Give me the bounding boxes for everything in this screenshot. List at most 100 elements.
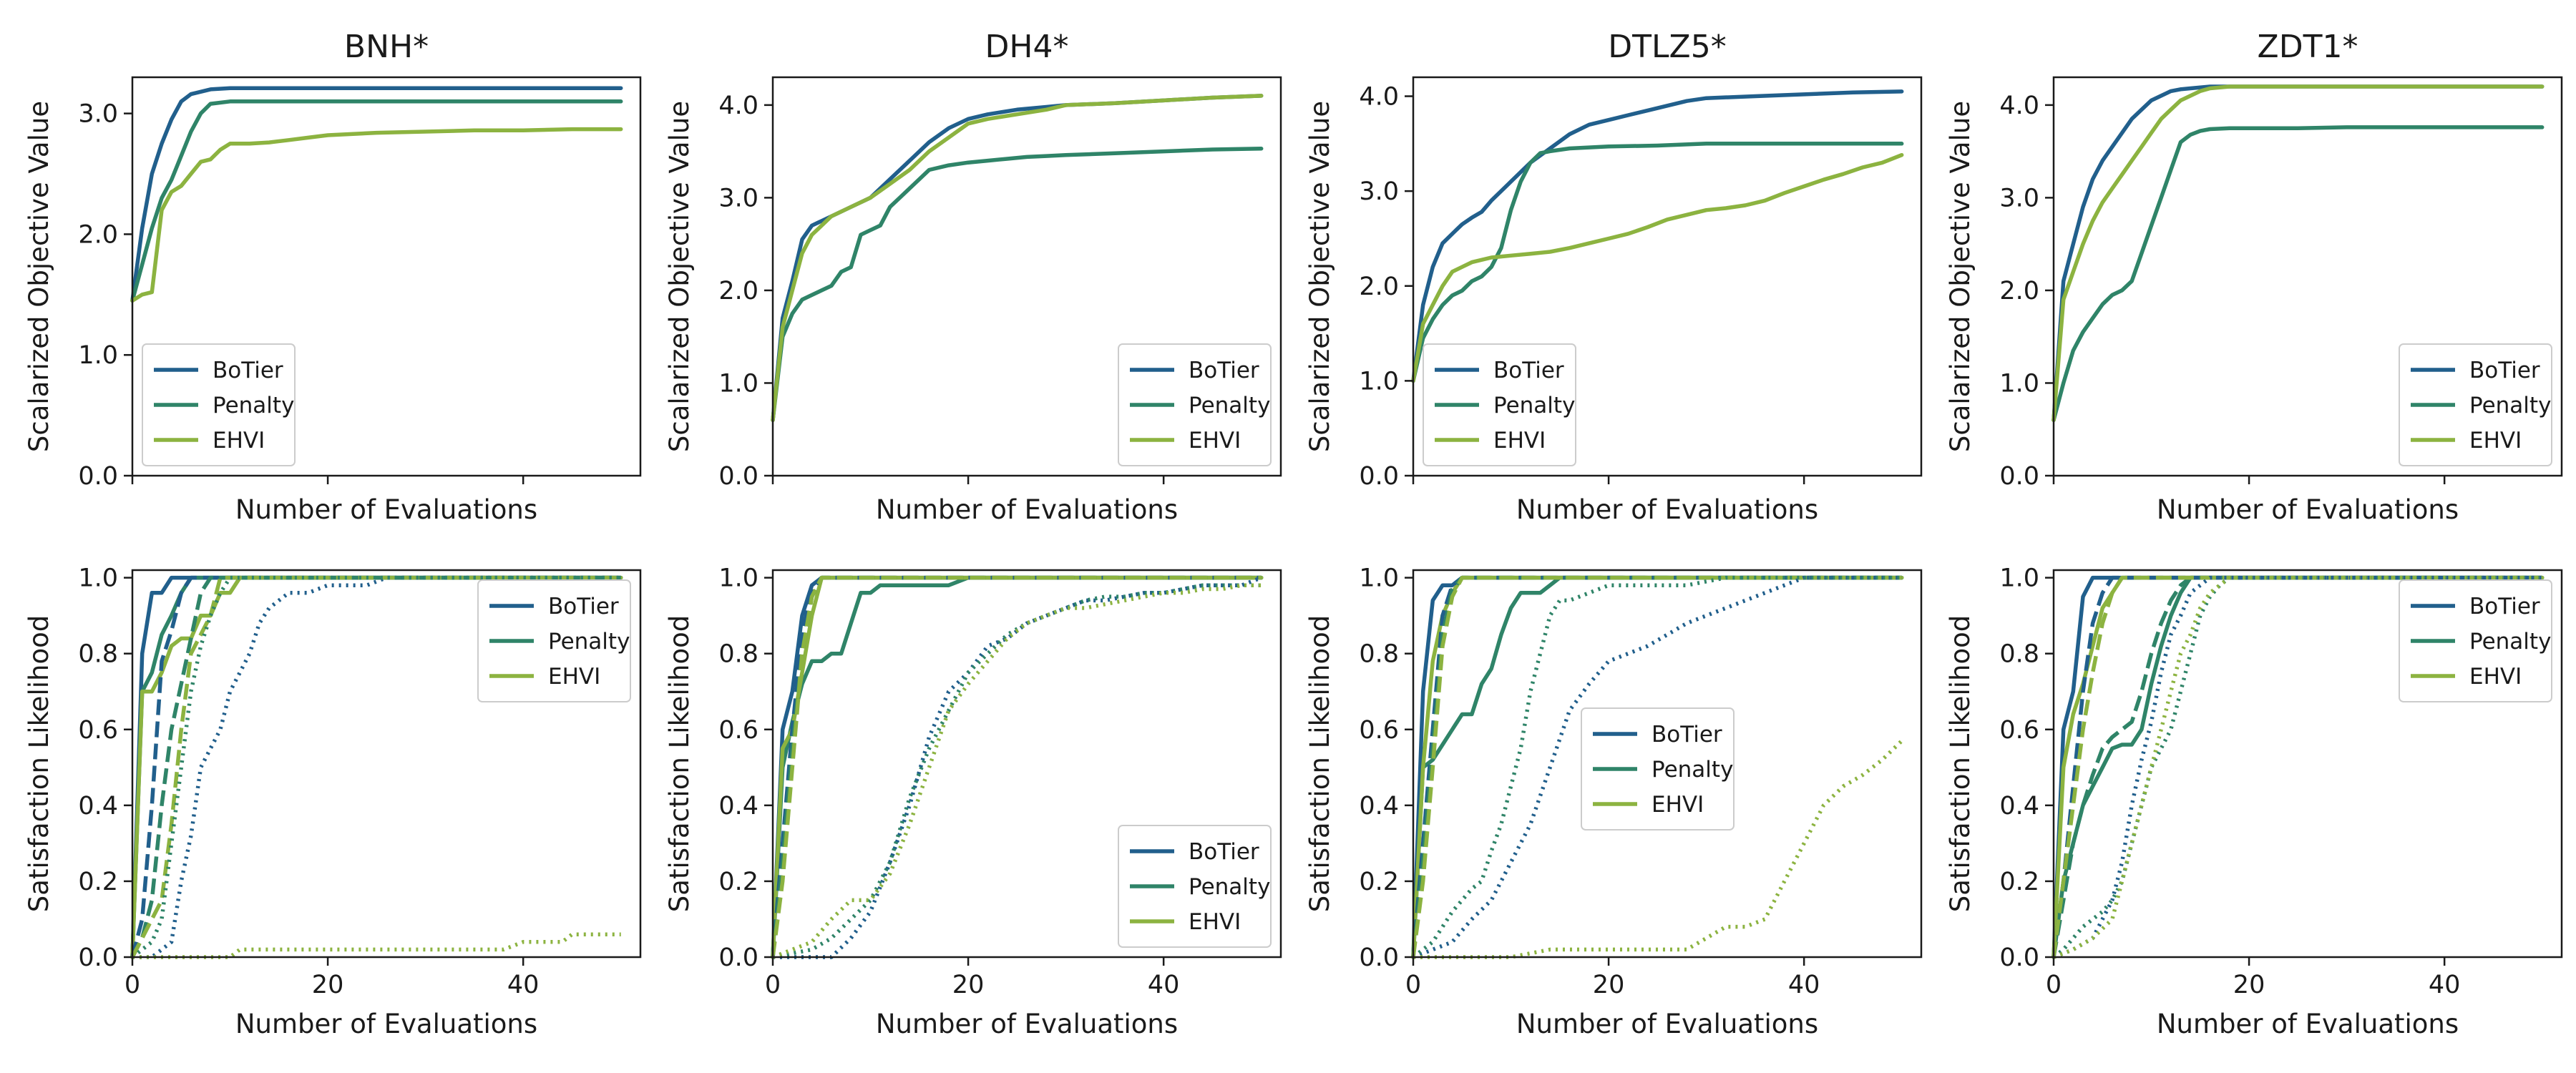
y-tick-label: 0.0 — [1359, 462, 1399, 491]
series-group — [130, 86, 623, 303]
series-group — [1411, 89, 1904, 383]
legend: BoTier Penalty EHVI — [1118, 343, 1272, 466]
legend-label-botier: BoTier — [1189, 358, 1259, 383]
series-line-botier-solid — [130, 86, 623, 303]
y-axis-label: Satisfaction Likelihood — [1304, 615, 1335, 912]
series-group — [2051, 84, 2545, 423]
legend: BoTier Penalty EHVI — [1581, 707, 1735, 831]
series-line-penalty-solid — [771, 146, 1264, 423]
x-tick-label: 0 — [1405, 971, 1421, 999]
y-tick-label: 1.0 — [1359, 367, 1399, 396]
x-tick-label: 20 — [1593, 971, 1625, 999]
y-tick-label: 0.2 — [1999, 868, 2039, 896]
y-tick-label: 0.8 — [1359, 640, 1399, 669]
series-line-ehvi-solid — [771, 94, 1264, 423]
y-axis-label: Scalarized Objective Value — [664, 101, 695, 452]
series-group — [2051, 575, 2545, 959]
legend-box — [477, 579, 631, 702]
chart-panel-1: DH4* 0.0 1.0 2.0 3.0 4.0 Number of Evaluations… — [664, 29, 1282, 525]
y-tick-label: 2.0 — [1359, 273, 1399, 301]
x-axis-label: Number of Evaluations — [2157, 494, 2459, 525]
y-tick-label: 0.0 — [718, 462, 758, 491]
series-line-botier-solid — [2051, 575, 2545, 959]
y-tick-label: 0.4 — [718, 792, 758, 820]
y-tick-label: 0.2 — [1359, 868, 1399, 896]
y-tick-label: 1.0 — [78, 341, 118, 370]
y-tick-label: 0.0 — [1999, 462, 2039, 491]
legend-label-penalty: Penalty — [1189, 874, 1270, 900]
y-tick-label: 0.2 — [78, 868, 118, 896]
y-tick-label: 1.0 — [1999, 369, 2039, 398]
series-group — [771, 575, 1264, 959]
legend-label-ehvi: EHVI — [1493, 428, 1546, 454]
legend-box — [2399, 343, 2552, 466]
legend: BoTier Penalty EHVI — [1423, 343, 1576, 466]
chart-panel-6: 0.0 0.2 0.4 0.6 0.8 1.0 0 20 40 Number of Evaluat… — [1304, 564, 1923, 1039]
legend-label-ehvi: EHVI — [2469, 428, 2522, 454]
y-tick-label: 0.0 — [78, 944, 118, 972]
x-tick-label: 20 — [952, 971, 985, 999]
legend-label-ehvi: EHVI — [213, 428, 265, 454]
chart-panel-5: 0.0 0.2 0.4 0.6 0.8 1.0 0 20 40 Number of Evaluat… — [664, 564, 1282, 1039]
legend-box — [142, 343, 296, 466]
series-line-ehvi-dotted — [132, 932, 621, 959]
y-tick-label: 3.0 — [78, 100, 118, 129]
series-line-penalty-solid — [2051, 125, 2545, 423]
x-axis-label: Number of Evaluations — [235, 1009, 537, 1039]
plot-frame — [1412, 569, 1923, 959]
legend: BoTier Penalty EHVI — [142, 343, 296, 466]
y-tick-label: 0.6 — [718, 716, 758, 745]
y-tick-label: 1.0 — [1999, 564, 2039, 593]
x-axis-label: Number of Evaluations — [1516, 494, 1818, 525]
legend-label-penalty: Penalty — [1189, 393, 1270, 418]
y-axis-label: Satisfaction Likelihood — [1945, 615, 1976, 912]
legend-label-botier: BoTier — [2469, 594, 2540, 619]
chart-panel-0: BNH* 0.0 1.0 2.0 3.0 Number of Evaluations Sca… — [24, 29, 642, 525]
legend-box — [1118, 825, 1272, 948]
legend-label-botier: BoTier — [548, 594, 619, 619]
legend-box — [1118, 343, 1272, 466]
y-axis-label: Scalarized Objective Value — [1304, 101, 1335, 452]
chart-title: BNH* — [344, 29, 429, 65]
series-line-ehvi-dashed — [1411, 575, 1902, 958]
series-line-botier-solid — [1411, 89, 1904, 383]
series-line-ehvi-solid — [2051, 84, 2545, 423]
legend-label-penalty: Penalty — [548, 629, 630, 655]
legend-label-botier: BoTier — [1493, 358, 1564, 383]
x-tick-label: 40 — [507, 971, 540, 999]
y-axis-label: Scalarized Objective Value — [24, 101, 54, 452]
x-tick-label: 0 — [2046, 971, 2062, 999]
plot-frame — [771, 569, 1282, 959]
series-line-penalty-solid — [130, 99, 623, 303]
legend-box — [1581, 707, 1735, 831]
y-tick-label: 2.0 — [78, 220, 118, 249]
x-tick-label: 0 — [765, 971, 781, 999]
legend-label-ehvi: EHVI — [548, 664, 600, 690]
series-line-ehvi-dashed — [771, 575, 1262, 958]
y-tick-label: 0.8 — [718, 640, 758, 669]
legend-box — [1423, 343, 1576, 466]
plot-frame — [131, 76, 642, 477]
legend-label-penalty: Penalty — [2469, 629, 2551, 655]
y-tick-label: 0.6 — [1359, 716, 1399, 745]
panel-grid: BNH* 0.0 1.0 2.0 3.0 Number of Evaluations Sca… — [24, 29, 2563, 1039]
x-tick-label: 0 — [125, 971, 140, 999]
y-tick-label: 0.0 — [78, 462, 118, 491]
x-axis-label: Number of Evaluations — [235, 494, 537, 525]
legend-label-botier: BoTier — [2469, 358, 2540, 383]
legend-box — [2399, 579, 2552, 702]
legend-label-ehvi: EHVI — [1652, 792, 1704, 818]
legend-label-penalty: Penalty — [1652, 757, 1733, 783]
plot-frame — [2052, 76, 2563, 477]
legend: BoTier Penalty EHVI — [477, 579, 631, 702]
y-tick-label: 3.0 — [1359, 177, 1399, 206]
legend: BoTier Penalty EHVI — [2399, 343, 2552, 466]
series-line-botier-dotted — [2053, 575, 2542, 959]
series-line-penalty-solid — [1411, 142, 1904, 383]
x-tick-label: 40 — [2429, 971, 2461, 999]
y-tick-label: 0.0 — [1999, 944, 2039, 972]
series-line-penalty-dashed — [130, 575, 621, 959]
y-axis-label: Scalarized Objective Value — [1945, 101, 1976, 452]
series-line-ehvi-solid — [1411, 152, 1904, 383]
